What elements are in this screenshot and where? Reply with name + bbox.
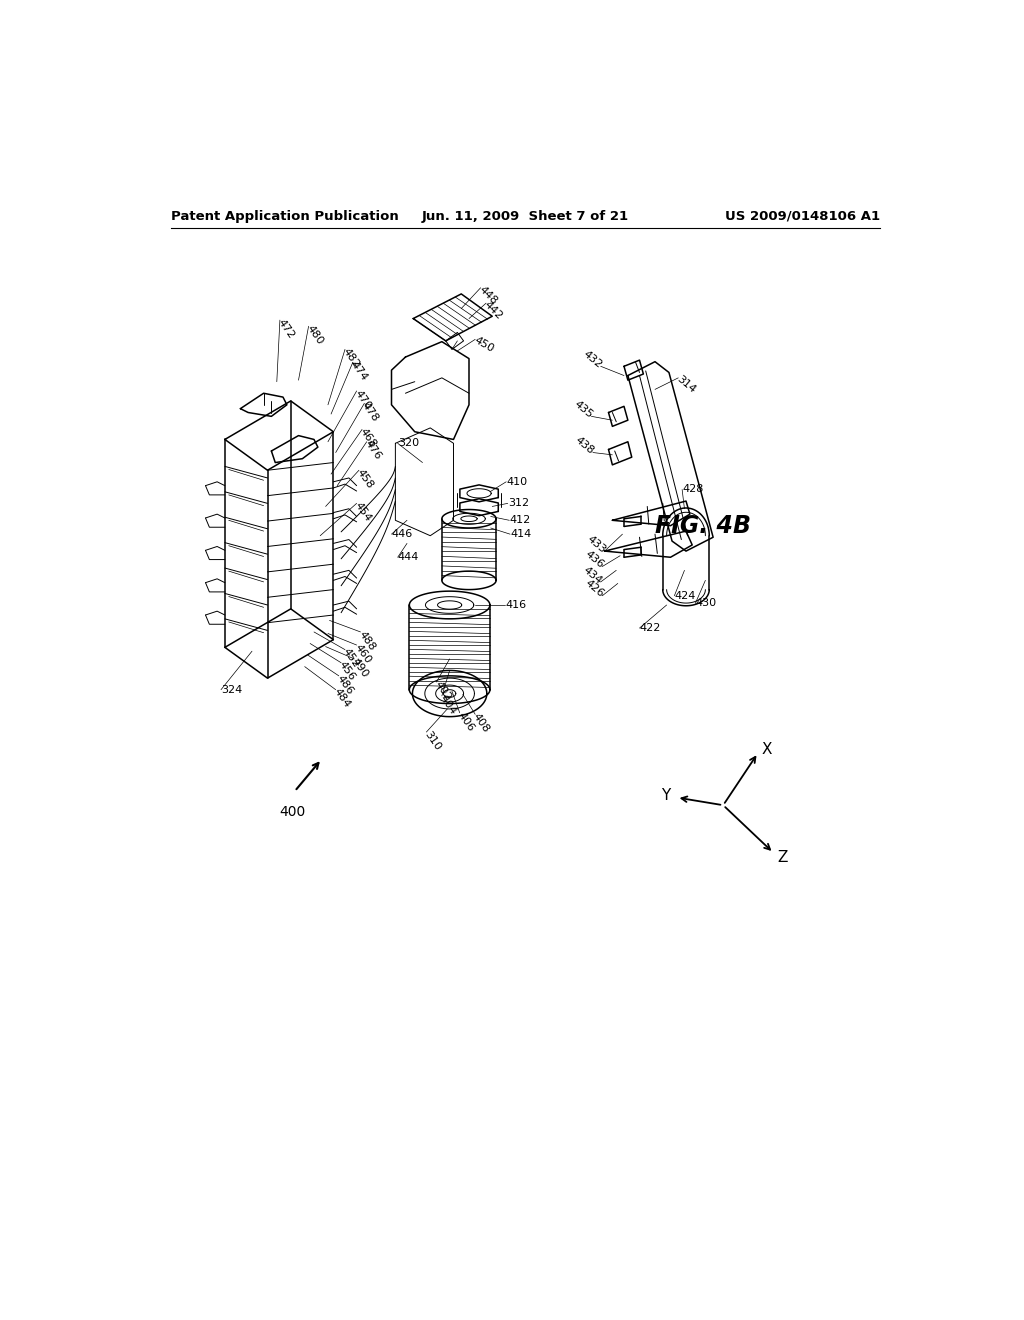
Text: Z: Z — [777, 850, 787, 865]
Text: 472: 472 — [275, 317, 296, 341]
Text: 402: 402 — [432, 678, 453, 702]
Text: 446: 446 — [391, 529, 413, 539]
Text: 310: 310 — [422, 729, 442, 752]
Text: 454: 454 — [352, 500, 373, 524]
Text: 432: 432 — [582, 348, 604, 370]
Text: 450: 450 — [473, 335, 496, 354]
Text: 414: 414 — [510, 529, 531, 539]
Text: 470: 470 — [352, 388, 373, 412]
Text: 488: 488 — [356, 630, 377, 652]
Text: 424: 424 — [675, 591, 695, 601]
Text: 428: 428 — [682, 484, 703, 495]
Text: 416: 416 — [506, 601, 526, 610]
Text: 406: 406 — [456, 710, 476, 733]
Text: 426: 426 — [583, 578, 605, 599]
Text: 458: 458 — [355, 467, 375, 491]
Text: Y: Y — [662, 788, 671, 804]
Text: US 2009/0148106 A1: US 2009/0148106 A1 — [725, 210, 880, 223]
Text: 482: 482 — [341, 346, 361, 370]
Text: 460: 460 — [352, 642, 373, 665]
Text: 478: 478 — [360, 400, 381, 424]
Text: X: X — [762, 742, 772, 758]
Text: 436: 436 — [583, 549, 605, 570]
Text: 456: 456 — [337, 660, 357, 682]
Text: 324: 324 — [221, 685, 243, 694]
Text: 448: 448 — [477, 284, 500, 306]
Text: Patent Application Publication: Patent Application Publication — [171, 210, 398, 223]
Text: FIG. 4B: FIG. 4B — [655, 515, 751, 539]
Text: 442: 442 — [482, 300, 505, 322]
Text: 433: 433 — [586, 533, 608, 554]
Text: 468: 468 — [358, 426, 378, 450]
Text: 476: 476 — [362, 438, 383, 462]
Text: 314: 314 — [675, 374, 697, 395]
Text: 484: 484 — [332, 686, 352, 710]
Text: 320: 320 — [397, 438, 419, 449]
Text: 435: 435 — [572, 399, 595, 420]
Text: 486: 486 — [335, 673, 355, 696]
Text: 434: 434 — [582, 565, 604, 586]
Text: 408: 408 — [471, 711, 492, 735]
Text: 312: 312 — [508, 499, 528, 508]
Text: 404: 404 — [438, 693, 458, 717]
Text: 474: 474 — [348, 359, 369, 383]
Text: 490: 490 — [350, 656, 371, 680]
Text: 400: 400 — [280, 805, 305, 820]
Text: 430: 430 — [695, 598, 717, 609]
Text: 412: 412 — [509, 515, 530, 525]
Text: 438: 438 — [573, 436, 596, 457]
Text: 422: 422 — [640, 623, 660, 634]
Text: 480: 480 — [304, 323, 325, 347]
Text: 410: 410 — [506, 477, 527, 487]
Text: 444: 444 — [397, 552, 419, 562]
Text: Jun. 11, 2009  Sheet 7 of 21: Jun. 11, 2009 Sheet 7 of 21 — [421, 210, 629, 223]
Text: 452: 452 — [341, 647, 361, 671]
